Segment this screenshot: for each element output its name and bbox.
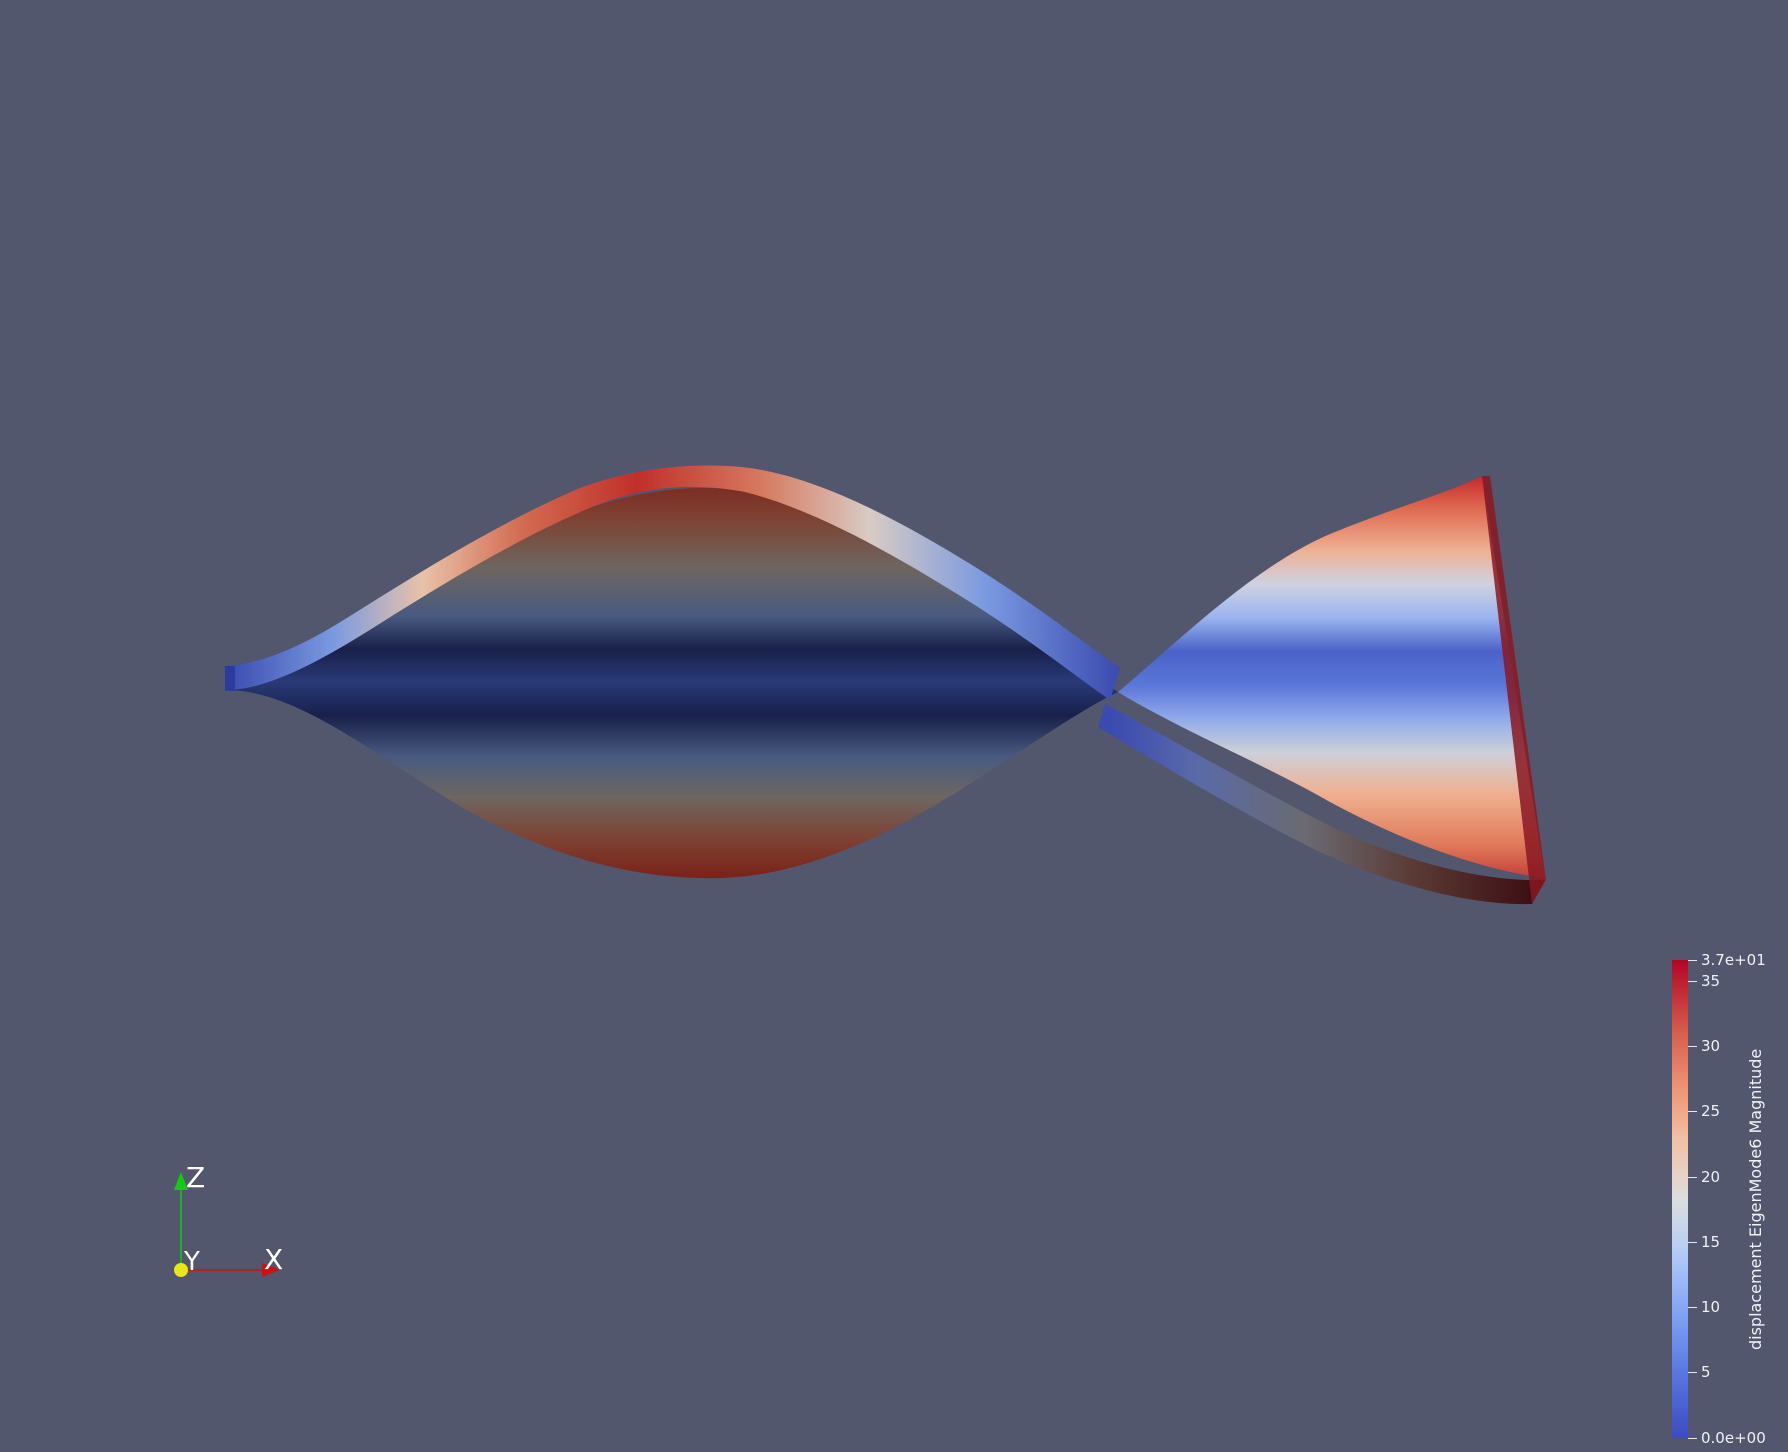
right-lobe-face: [1118, 476, 1545, 878]
colorbar-tick-label: 10: [1701, 1298, 1721, 1316]
axis-label-x: X: [264, 1243, 284, 1276]
right-end-edge: [1482, 476, 1546, 904]
colorbar-tick-label: 15: [1701, 1233, 1721, 1251]
axes-triad-icon: [174, 1172, 280, 1277]
left-lobe-face: [226, 488, 1118, 879]
colorbar-max-label: 3.7e+01: [1701, 951, 1766, 969]
colorbar-min-label: 0.0e+00: [1701, 1429, 1766, 1447]
colorbar-tick-label: 30: [1701, 1037, 1721, 1055]
colorbar-tick-label: 35: [1701, 972, 1721, 990]
twisted-edge-ribbon: [226, 465, 1120, 700]
axis-label-y: Y: [184, 1247, 200, 1277]
colorbar-tick-label: 25: [1701, 1102, 1721, 1120]
colorbar-gradient: [1672, 960, 1688, 1438]
colorbar-title: displacement EigenMode6 Magnitude: [1746, 1048, 1765, 1350]
right-lobe-lower-edge: [1098, 704, 1545, 905]
color-legend: 3.7e+01 35 30 25 20 15 10 5: [1672, 951, 1766, 1447]
axis-label-z: Z: [186, 1161, 206, 1194]
colorbar-tick-label: 20: [1701, 1168, 1721, 1186]
left-end-cap: [225, 666, 235, 691]
colorbar-tick-label: 5: [1701, 1363, 1711, 1381]
orientation-axes: Z Y X: [150, 1160, 290, 1280]
